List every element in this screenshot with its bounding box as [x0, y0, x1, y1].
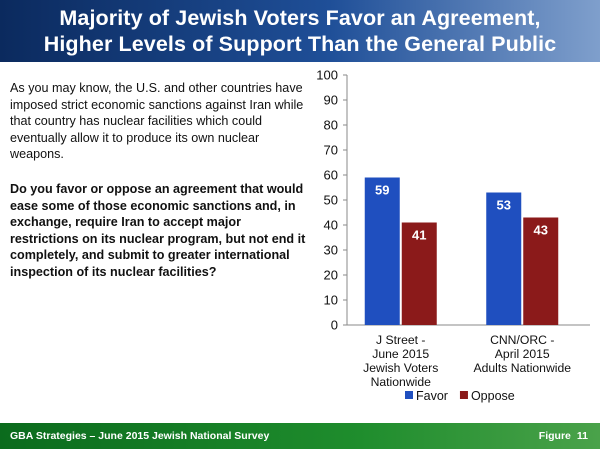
figure-label: Figure [538, 430, 571, 442]
category-label-1-2: Adults Nationwide [473, 361, 571, 375]
bar-favor-0 [364, 177, 400, 325]
category-label-0-2: Jewish Voters [363, 361, 438, 375]
y-tick-label: 20 [324, 268, 338, 283]
bar-oppose-1 [523, 217, 559, 325]
y-tick-label: 30 [324, 243, 338, 258]
category-label-1-0: CNN/ORC - [490, 333, 554, 347]
y-tick-label: 70 [324, 143, 338, 158]
legend-swatch-favor [405, 391, 413, 399]
y-tick-label: 60 [324, 168, 338, 183]
legend-label-favor: Favor [416, 389, 448, 403]
y-tick-label: 50 [324, 193, 338, 208]
category-label-0-3: Nationwide [371, 375, 432, 389]
footer-source: GBA Strategies – June 2015 Jewish Nation… [10, 430, 270, 442]
y-tick-label: 0 [331, 318, 338, 333]
category-label-1-1: April 2015 [495, 347, 550, 361]
y-tick-label: 80 [324, 118, 338, 133]
y-tick-label: 90 [324, 93, 338, 108]
footer-bar: GBA Strategies – June 2015 Jewish Nation… [0, 423, 600, 449]
figure-number: 11 [576, 430, 588, 442]
header-banner: Majority of Jewish Voters Favor an Agree… [0, 0, 600, 62]
data-label-oppose-1: 43 [534, 223, 548, 238]
intro-text: As you may know, the U.S. and other coun… [10, 81, 304, 161]
title-line-1: Majority of Jewish Voters Favor an Agree… [59, 6, 541, 30]
bar-oppose-0 [401, 222, 437, 325]
legend-swatch-oppose [459, 391, 468, 399]
y-tick-label: 40 [324, 218, 338, 233]
bar-favor-1 [486, 192, 522, 325]
y-tick-label: 100 [316, 68, 338, 83]
title-line-2: Higher Levels of Support Than the Genera… [43, 32, 557, 56]
category-label-0-1: June 2015 [372, 347, 429, 361]
data-label-oppose-0: 41 [412, 228, 426, 243]
data-label-favor-1: 53 [497, 198, 511, 213]
figure-number-label: Figure 11 [533, 430, 588, 442]
category-label-0-0: J Street - [376, 333, 425, 347]
data-label-favor-0: 59 [375, 183, 389, 198]
question-text: Do you favor or oppose an agreement that… [10, 182, 306, 279]
y-tick-label: 10 [324, 293, 338, 308]
legend-label-oppose: Oppose [471, 389, 515, 403]
